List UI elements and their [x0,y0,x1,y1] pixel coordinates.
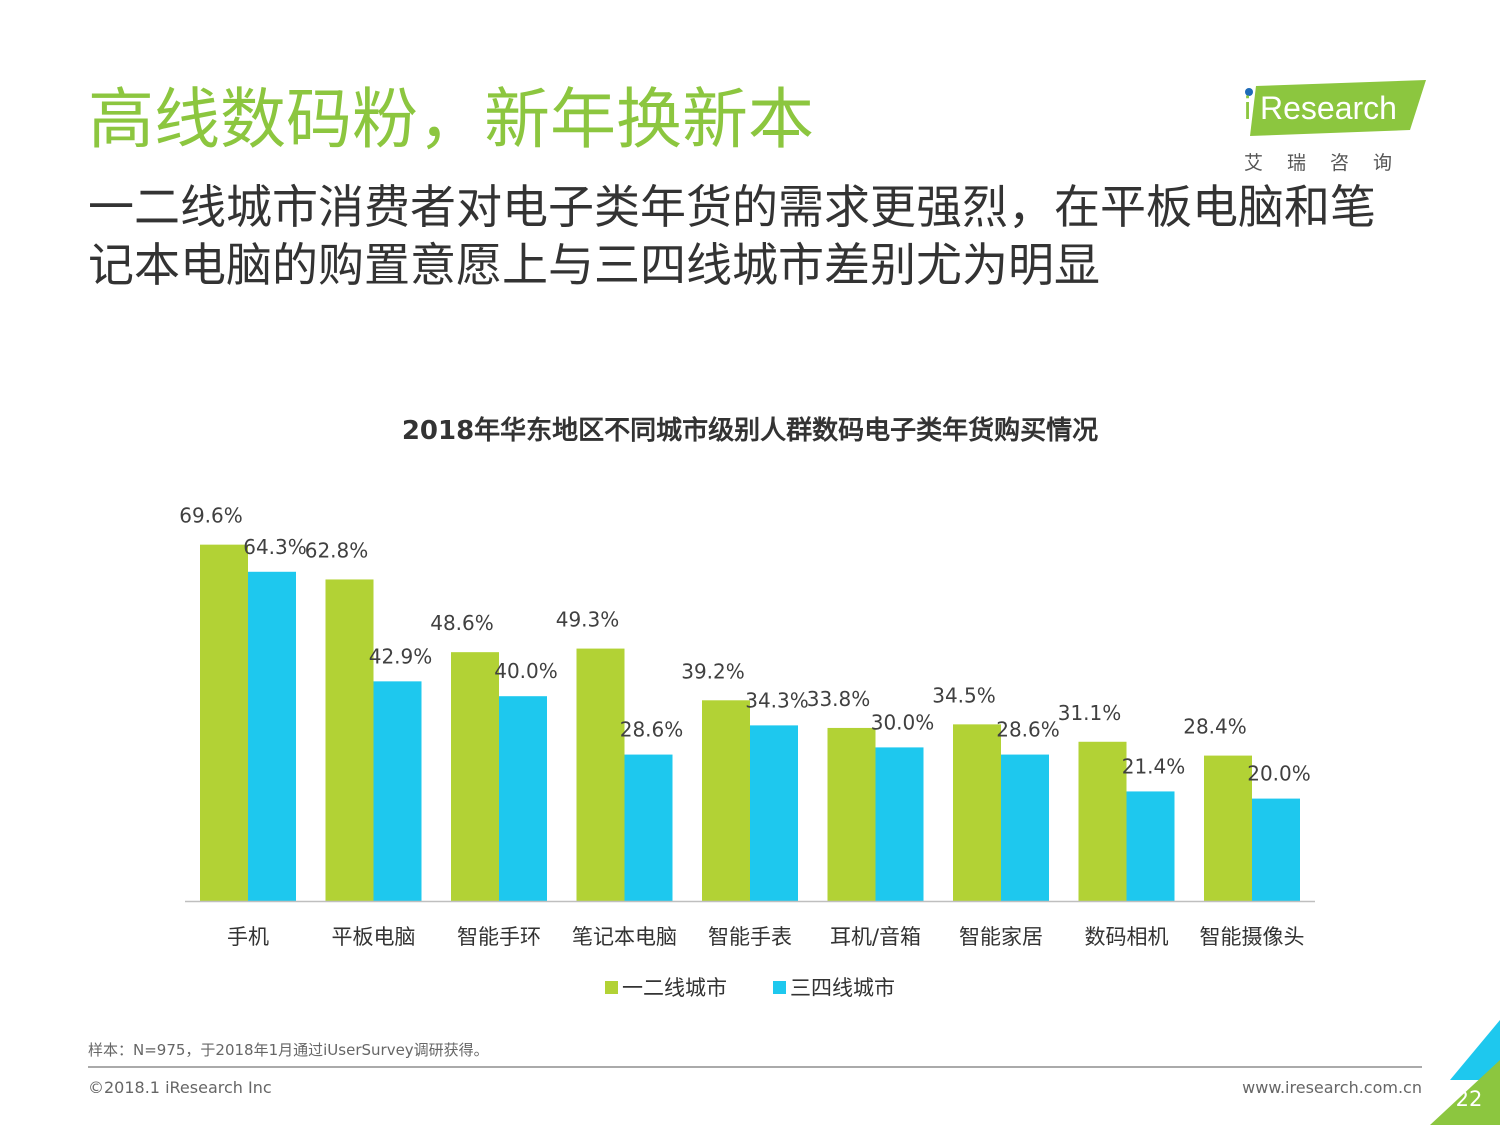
data-label-series2-6: 30.0% [871,710,935,734]
x-tick-label-7: 智能家居 [959,925,1043,949]
x-tick-label-1: 手机 [227,925,269,949]
logo-banner-shape [1245,80,1426,136]
corner-decoration [1430,1020,1500,1125]
data-label-series2-7: 28.6% [996,718,1060,742]
sample-note: 样本：N=975，于2018年1月通过iUserSurvey调研获得。 [88,1041,489,1059]
page-title: 高线数码粉，新年换新本 [88,81,814,158]
data-label-series2-9: 20.0% [1247,762,1311,786]
x-tick-label-3: 智能手环 [457,925,541,949]
bar-series1-7 [953,724,1001,901]
data-label-series1-3: 48.6% [430,611,494,635]
x-tick-label-6: 耳机/音箱 [830,925,921,949]
data-label-series2-8: 21.4% [1122,754,1186,778]
bar-series2-9 [1252,798,1300,901]
data-label-series2-5: 34.3% [745,688,809,712]
website-link[interactable]: www.iresearch.com.cn [1242,1078,1422,1097]
data-label-series2-1: 64.3% [243,535,307,559]
data-label-series2-4: 28.6% [620,718,684,742]
legend-label-tier1-2: 一二线城市 [622,976,727,1000]
bar-series2-3 [499,696,547,901]
bar-series2-5 [750,725,798,901]
bar-series2-7 [1001,754,1049,901]
bar-series2-8 [1126,791,1175,901]
legend-item-tier3-4: 三四线城市 [773,972,895,1002]
data-label-series1-2: 62.8% [305,538,369,562]
copyright-text: ©2018.1 iResearch Inc [88,1078,272,1097]
bar-series2-1 [248,571,296,901]
data-label-series2-2: 42.9% [369,644,433,668]
legend-item-tier1-2: 一二线城市 [605,972,727,1002]
chart-title: 2018年华东地区不同城市级别人群数码电子类年货购买情况 [401,416,1099,446]
logo-chinese-name: 艾瑞咨询 [1244,152,1417,174]
data-label-series2-3: 40.0% [494,659,558,683]
x-tick-label-4: 笔记本电脑 [572,925,677,949]
bar-series1-1 [200,544,248,901]
data-label-series1-9: 28.4% [1183,715,1247,739]
page-subtitle: 一二线城市消费者对电子类年货的需求更强烈，在平板电脑和笔记本电脑的购置意愿上与三… [88,180,1376,292]
data-label-series1-6: 33.8% [807,687,871,711]
page-number: 22 [1455,1087,1483,1111]
legend-label-tier3-4: 三四线城市 [790,976,895,1000]
chart-legend: 一二线城市 三四线城市 [0,972,1500,1002]
bar-series1-9 [1204,755,1252,901]
bar-series1-3 [451,652,499,901]
legend-swatch-tier3-4 [773,980,786,994]
x-tick-label-9: 智能摄像头 [1200,925,1305,949]
bar-chart: 69.6%64.3% 手机 62.8% 42.9% 平板电脑 48.6%40.0% 智能手环… [179,504,1315,949]
bar-series2-6 [875,747,924,901]
bar-series1-5 [702,700,750,901]
footer-divider [88,1066,1422,1068]
bar-series1-6 [827,727,876,901]
x-tick-label-2: 平板电脑 [332,925,416,949]
bar-series2-2 [373,681,422,901]
bar-series1-4 [576,648,625,901]
x-tick-label-8: 数码相机 [1085,925,1169,949]
logo-i-letter: i [1244,90,1252,126]
data-label-series1-5: 39.2% [681,659,745,683]
bar-series1-2 [325,579,374,901]
data-label-series1-8: 31.1% [1058,701,1122,725]
data-label-series1-7: 34.5% [932,683,996,707]
iresearch-logo: i Research 艾瑞咨询 [1238,78,1428,174]
logo-wordmark: Research [1260,90,1397,126]
bar-series2-4 [624,754,673,901]
data-label-series1-1: 69.6% [179,504,243,528]
x-tick-label-5: 智能手表 [708,925,792,949]
legend-swatch-tier1-2 [605,980,618,994]
bar-series1-8 [1078,741,1127,901]
data-label-series1-4: 49.3% [556,608,620,632]
